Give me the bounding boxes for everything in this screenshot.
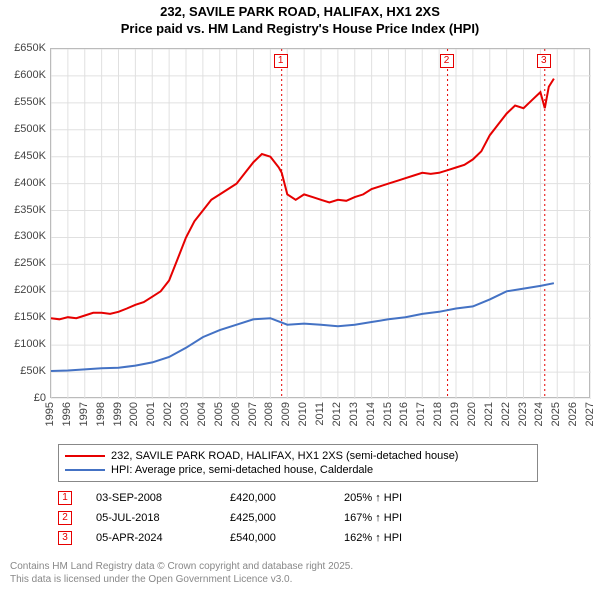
event-date: 05-JUL-2018 bbox=[96, 512, 206, 524]
ytick-label: £250K bbox=[0, 257, 46, 269]
xtick-label: 2008 bbox=[263, 402, 275, 426]
event-price: £540,000 bbox=[230, 532, 320, 544]
event-marker-3: 3 bbox=[537, 54, 551, 68]
xtick-label: 2026 bbox=[567, 402, 579, 426]
event-price: £425,000 bbox=[230, 512, 320, 524]
ytick-label: £100K bbox=[0, 338, 46, 350]
event-hpi: 167% ↑ HPI bbox=[344, 512, 538, 524]
event-row-marker: 3 bbox=[58, 531, 72, 545]
ytick-label: £200K bbox=[0, 284, 46, 296]
event-hpi: 205% ↑ HPI bbox=[344, 492, 538, 504]
event-row-marker: 1 bbox=[58, 491, 72, 505]
ytick-label: £500K bbox=[0, 123, 46, 135]
xtick-label: 1995 bbox=[44, 402, 56, 426]
xtick-label: 2016 bbox=[398, 402, 410, 426]
footer-line2: This data is licensed under the Open Gov… bbox=[10, 574, 353, 587]
xtick-label: 2007 bbox=[247, 402, 259, 426]
xtick-label: 2025 bbox=[550, 402, 562, 426]
ytick-label: £650K bbox=[0, 42, 46, 54]
chart-svg bbox=[51, 49, 591, 399]
xtick-label: 2011 bbox=[314, 402, 326, 426]
xtick-label: 2001 bbox=[145, 402, 157, 426]
footer-line1: Contains HM Land Registry data © Crown c… bbox=[10, 561, 353, 574]
xtick-label: 1998 bbox=[95, 402, 107, 426]
series-hpi bbox=[51, 283, 554, 371]
ytick-label: £550K bbox=[0, 96, 46, 108]
xtick-label: 2015 bbox=[382, 402, 394, 426]
xtick-label: 2009 bbox=[280, 402, 292, 426]
chart-container: 232, SAVILE PARK ROAD, HALIFAX, HX1 2XS … bbox=[0, 0, 600, 590]
xtick-label: 1996 bbox=[61, 402, 73, 426]
xtick-label: 2022 bbox=[500, 402, 512, 426]
ytick-label: £600K bbox=[0, 69, 46, 81]
event-row: 1 03-SEP-2008 £420,000 205% ↑ HPI bbox=[58, 488, 538, 508]
legend-label: HPI: Average price, semi-detached house,… bbox=[111, 464, 373, 476]
xtick-label: 2010 bbox=[297, 402, 309, 426]
xtick-label: 2002 bbox=[162, 402, 174, 426]
event-date: 05-APR-2024 bbox=[96, 532, 206, 544]
chart-title-line1: 232, SAVILE PARK ROAD, HALIFAX, HX1 2XS bbox=[0, 4, 600, 21]
event-marker-2: 2 bbox=[440, 54, 454, 68]
legend-swatch bbox=[65, 455, 105, 457]
legend: 232, SAVILE PARK ROAD, HALIFAX, HX1 2XS … bbox=[58, 444, 538, 482]
chart-title-block: 232, SAVILE PARK ROAD, HALIFAX, HX1 2XS … bbox=[0, 0, 600, 38]
xtick-label: 2005 bbox=[213, 402, 225, 426]
xtick-label: 2000 bbox=[128, 402, 140, 426]
xtick-label: 2027 bbox=[584, 402, 596, 426]
xtick-label: 2018 bbox=[432, 402, 444, 426]
xtick-label: 1999 bbox=[112, 402, 124, 426]
ytick-label: £0 bbox=[0, 392, 46, 404]
chart-title-line2: Price paid vs. HM Land Registry's House … bbox=[0, 21, 600, 38]
ytick-label: £300K bbox=[0, 230, 46, 242]
ytick-label: £350K bbox=[0, 204, 46, 216]
ytick-label: £400K bbox=[0, 177, 46, 189]
series-price_paid bbox=[51, 79, 554, 320]
ytick-label: £150K bbox=[0, 311, 46, 323]
event-row-marker: 2 bbox=[58, 511, 72, 525]
xtick-label: 2024 bbox=[533, 402, 545, 426]
xtick-label: 2006 bbox=[230, 402, 242, 426]
legend-swatch bbox=[65, 469, 105, 471]
xtick-label: 1997 bbox=[78, 402, 90, 426]
xtick-label: 2023 bbox=[517, 402, 529, 426]
ytick-label: £450K bbox=[0, 150, 46, 162]
xtick-label: 2004 bbox=[196, 402, 208, 426]
legend-label: 232, SAVILE PARK ROAD, HALIFAX, HX1 2XS … bbox=[111, 450, 458, 462]
xtick-label: 2003 bbox=[179, 402, 191, 426]
event-row: 3 05-APR-2024 £540,000 162% ↑ HPI bbox=[58, 528, 538, 548]
xtick-label: 2013 bbox=[348, 402, 360, 426]
footer: Contains HM Land Registry data © Crown c… bbox=[10, 561, 353, 586]
event-date: 03-SEP-2008 bbox=[96, 492, 206, 504]
events-table: 1 03-SEP-2008 £420,000 205% ↑ HPI 2 05-JUL-20… bbox=[58, 488, 538, 548]
ytick-label: £50K bbox=[0, 365, 46, 377]
xtick-label: 2021 bbox=[483, 402, 495, 426]
xtick-label: 2012 bbox=[331, 402, 343, 426]
legend-item: 232, SAVILE PARK ROAD, HALIFAX, HX1 2XS … bbox=[65, 449, 531, 463]
event-price: £420,000 bbox=[230, 492, 320, 504]
xtick-label: 2020 bbox=[466, 402, 478, 426]
xtick-label: 2017 bbox=[415, 402, 427, 426]
event-marker-1: 1 bbox=[274, 54, 288, 68]
xtick-label: 2019 bbox=[449, 402, 461, 426]
chart-plot-area bbox=[50, 48, 590, 398]
xtick-label: 2014 bbox=[365, 402, 377, 426]
event-row: 2 05-JUL-2018 £425,000 167% ↑ HPI bbox=[58, 508, 538, 528]
event-hpi: 162% ↑ HPI bbox=[344, 532, 538, 544]
legend-item: HPI: Average price, semi-detached house,… bbox=[65, 463, 531, 477]
